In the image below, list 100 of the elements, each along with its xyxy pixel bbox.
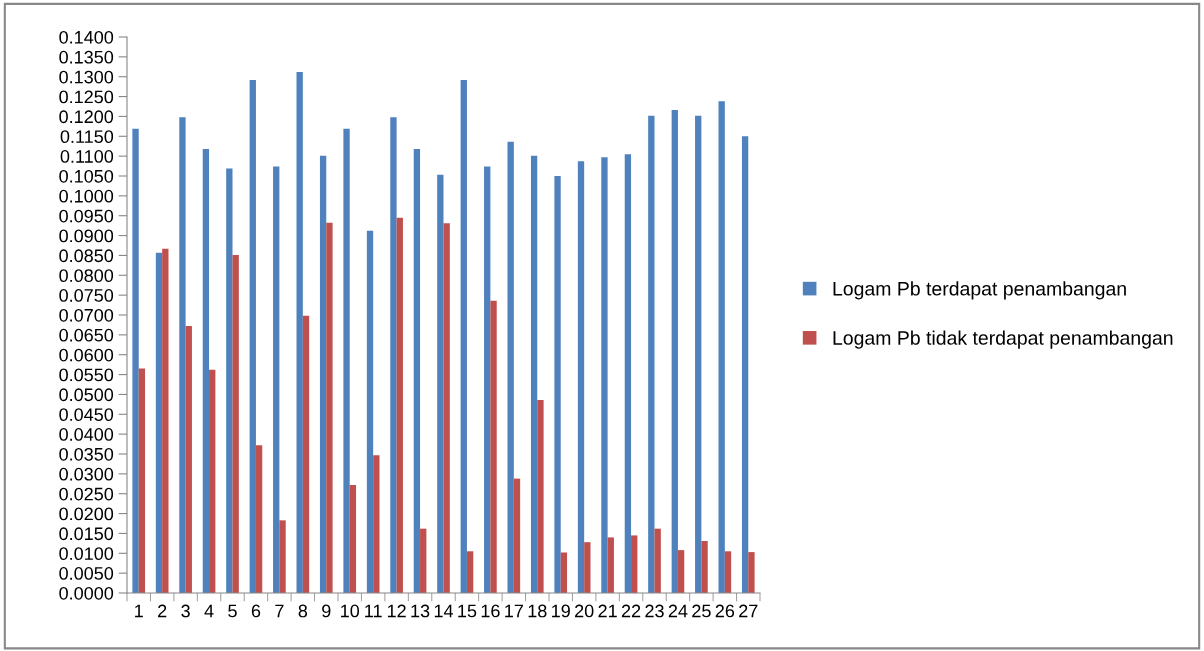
y-tick-label: 0.0300	[59, 467, 114, 481]
bar	[226, 168, 233, 593]
y-tick-label: 0.0900	[59, 229, 114, 243]
x-tick-label: 7	[275, 604, 284, 618]
x-tick-label: 12	[387, 604, 406, 618]
bar	[537, 399, 544, 593]
bar	[343, 128, 350, 593]
y-tick-label: 0.1150	[60, 130, 114, 144]
y-tick-label: 0.0150	[59, 527, 114, 541]
bar	[701, 540, 708, 593]
y-tick-label: 0.1400	[59, 30, 114, 44]
bar	[677, 550, 685, 593]
y-tick-label: 0.1100	[60, 150, 114, 163]
x-tick-label: 15	[458, 604, 477, 618]
bar	[273, 166, 280, 593]
bar	[443, 223, 450, 593]
x-tick-label: 10	[341, 604, 360, 618]
bar	[554, 176, 561, 593]
bar	[132, 128, 139, 593]
x-tick-label: 1	[135, 604, 143, 618]
bar	[185, 326, 192, 593]
bar	[741, 136, 749, 593]
x-tick-label: 25	[692, 604, 711, 618]
bar	[296, 71, 303, 593]
x-tick-label: 3	[181, 604, 190, 618]
y-tick-label: 0.0100	[59, 547, 114, 561]
x-tick-label: 26	[715, 604, 735, 618]
y-tick-label: 0.0400	[59, 428, 114, 441]
y-tick-label: 0.0000	[59, 586, 114, 600]
x-tick-label: 21	[598, 604, 617, 618]
bar	[671, 110, 678, 593]
bar	[624, 154, 632, 593]
x-tick-label: 23	[645, 604, 664, 618]
x-tick-label: 9	[322, 604, 331, 618]
bar	[513, 478, 521, 593]
y-tick-label: 0.1250	[59, 90, 114, 104]
y-tick-label: 0.0850	[59, 249, 114, 263]
x-tick-label: 6	[251, 604, 261, 618]
bar	[155, 252, 163, 593]
y-tick-label: 0.0250	[59, 487, 114, 501]
y-tick-label: 0.0350	[59, 447, 114, 461]
y-tick-label: 0.0750	[59, 289, 114, 302]
bar	[654, 528, 661, 593]
x-tick-label: 16	[481, 604, 500, 618]
bar	[466, 551, 474, 593]
y-tick-label: 0.0800	[59, 269, 114, 283]
y-tick-label: 0.0500	[59, 388, 114, 402]
bar	[560, 552, 568, 593]
bar	[179, 117, 186, 593]
x-tick-label: 8	[298, 604, 308, 618]
bar	[490, 300, 497, 593]
x-tick-label: 17	[505, 604, 523, 618]
bar	[202, 148, 210, 593]
x-tick-label: 13	[411, 604, 430, 618]
bar	[584, 542, 591, 593]
bar	[413, 148, 421, 593]
y-tick-label: 0.1300	[59, 70, 114, 84]
y-tick-label: 0.1350	[59, 50, 114, 64]
bar	[209, 369, 216, 593]
bar	[232, 255, 239, 593]
x-tick-label: 14	[434, 604, 454, 618]
x-tick-label: 4	[204, 604, 214, 618]
bar	[255, 445, 263, 593]
bar	[396, 217, 403, 593]
bar	[390, 117, 397, 593]
y-tick-label: 0.0200	[59, 507, 114, 521]
y-tick-label: 0.0050	[59, 567, 114, 580]
y-tick-label: 0.1050	[59, 169, 114, 183]
bar	[695, 115, 702, 593]
bar	[319, 155, 327, 593]
bar	[724, 551, 732, 593]
bar	[326, 222, 333, 593]
legend-label: Logam Pb tidak terdapat penambangan	[833, 330, 1173, 349]
x-tick-label: 5	[228, 604, 237, 618]
y-tick-label: 0.1000	[59, 189, 114, 203]
bar	[607, 537, 614, 593]
bar	[507, 141, 514, 593]
x-tick-label: 22	[621, 604, 641, 618]
bar	[279, 520, 286, 593]
bar	[530, 155, 538, 593]
y-tick-label: 0.0450	[59, 408, 114, 422]
bar	[249, 79, 256, 593]
legend-label: Logam Pb terdapat penambangan	[833, 281, 1126, 300]
bar	[648, 115, 655, 593]
bar	[601, 157, 608, 593]
bar	[302, 315, 310, 593]
y-tick-label: 0.0600	[59, 348, 114, 362]
x-tick-label: 11	[365, 604, 382, 618]
x-tick-label: 24	[668, 604, 688, 618]
bar	[349, 484, 357, 593]
y-tick-label: 0.1200	[59, 110, 114, 124]
bar	[748, 552, 755, 593]
bar	[420, 528, 427, 593]
y-tick-label: 0.0700	[59, 308, 114, 322]
bar	[437, 174, 444, 593]
bar	[484, 166, 491, 593]
bar	[631, 535, 638, 593]
bar	[366, 230, 374, 593]
x-tick-label: 27	[739, 604, 758, 618]
y-tick-label: 0.0550	[59, 368, 114, 382]
